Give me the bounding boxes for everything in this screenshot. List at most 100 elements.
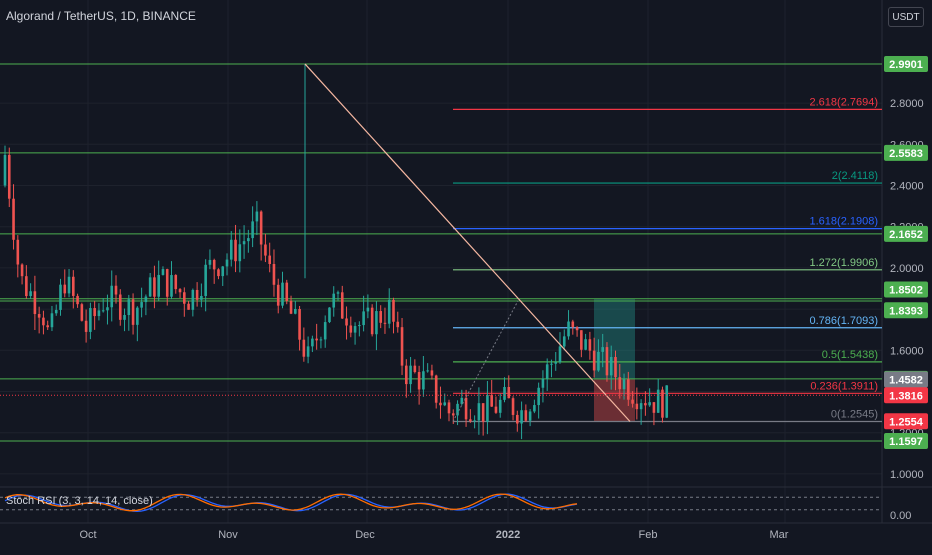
candle-body[interactable] (520, 410, 523, 424)
candle-body[interactable] (42, 317, 45, 326)
candle-body[interactable] (494, 406, 498, 413)
candle-body[interactable] (584, 339, 587, 350)
candle-body[interactable] (89, 308, 92, 332)
candle-body[interactable] (311, 338, 314, 347)
candle-body[interactable] (592, 350, 596, 371)
candle-body[interactable] (285, 282, 289, 301)
candle-body[interactable] (281, 282, 284, 306)
candle-body[interactable] (276, 284, 280, 306)
candle-body[interactable] (16, 239, 20, 265)
candle-body[interactable] (59, 284, 62, 310)
candle-body[interactable] (656, 389, 660, 413)
candle-body[interactable] (601, 347, 604, 352)
candle-body[interactable] (140, 302, 143, 308)
candle-body[interactable] (264, 244, 267, 256)
candle-body[interactable] (400, 327, 404, 366)
candle-body[interactable] (618, 377, 622, 390)
candle-body[interactable] (212, 259, 216, 270)
candle-body[interactable] (473, 420, 476, 422)
candle-body[interactable] (97, 310, 101, 317)
candle-body[interactable] (306, 346, 310, 357)
candle-body[interactable] (165, 269, 169, 297)
candle-body[interactable] (195, 289, 199, 300)
candle-body[interactable] (392, 299, 395, 322)
candle-body[interactable] (268, 255, 271, 264)
candle-body[interactable] (336, 292, 340, 294)
candle-body[interactable] (644, 403, 647, 406)
candle-body[interactable] (170, 275, 173, 297)
candle-body[interactable] (247, 238, 250, 242)
candle-body[interactable] (131, 299, 135, 325)
candle-body[interactable] (486, 394, 489, 422)
candle-body[interactable] (622, 379, 626, 390)
candle-body[interactable] (614, 356, 617, 378)
candle-body[interactable] (575, 327, 579, 331)
candle-body[interactable] (29, 291, 32, 297)
candle-body[interactable] (451, 413, 455, 416)
candle-body[interactable] (191, 289, 195, 310)
candle-body[interactable] (648, 402, 651, 406)
candle-body[interactable] (221, 266, 225, 277)
candle-body[interactable] (251, 221, 254, 239)
candle-body[interactable] (366, 307, 370, 312)
candle-body[interactable] (157, 274, 160, 297)
candle-body[interactable] (422, 371, 425, 390)
candle-body[interactable] (516, 414, 519, 424)
candle-body[interactable] (217, 269, 220, 277)
candle-body[interactable] (439, 402, 442, 406)
candle-body[interactable] (315, 338, 318, 341)
candle-body[interactable] (443, 402, 447, 406)
candle-body[interactable] (118, 294, 122, 320)
candle-body[interactable] (387, 299, 391, 324)
candle-body[interactable] (498, 399, 502, 413)
candle-body[interactable] (328, 307, 331, 323)
candle-body[interactable] (507, 387, 511, 399)
candle-body[interactable] (631, 399, 634, 404)
candle-body[interactable] (272, 263, 276, 285)
candle-body[interactable] (84, 320, 88, 332)
candle-body[interactable] (63, 284, 67, 294)
candle-body[interactable] (178, 289, 182, 293)
candle-body[interactable] (413, 365, 417, 373)
candle-body[interactable] (580, 330, 583, 350)
candle-body[interactable] (123, 315, 126, 320)
candle-body[interactable] (127, 299, 131, 316)
candle-body[interactable] (464, 397, 468, 420)
candle-body[interactable] (46, 325, 49, 328)
candle-body[interactable] (558, 346, 562, 363)
candle-body[interactable] (362, 311, 365, 326)
candle-body[interactable] (541, 378, 545, 388)
candle-body[interactable] (370, 307, 374, 335)
candle-body[interactable] (298, 309, 301, 340)
candle-body[interactable] (225, 259, 229, 267)
descending-trendline[interactable] (304, 63, 631, 422)
candle-body[interactable] (114, 285, 118, 295)
candle-body[interactable] (294, 309, 297, 314)
candle-body[interactable] (174, 275, 178, 290)
candle-body[interactable] (208, 259, 212, 265)
candle-body[interactable] (229, 239, 233, 260)
candle-body[interactable] (524, 410, 528, 421)
candle-body[interactable] (20, 264, 24, 277)
candle-body[interactable] (545, 364, 549, 379)
candle-body[interactable] (332, 293, 336, 308)
currency-button[interactable]: USDT (888, 7, 924, 27)
candle-body[interactable] (635, 403, 639, 410)
candle-body[interactable] (67, 276, 71, 294)
candle-body[interactable] (54, 309, 58, 314)
candle-body[interactable] (456, 403, 459, 416)
candle-body[interactable] (238, 244, 242, 262)
candle-body[interactable] (375, 311, 378, 335)
candle-body[interactable] (148, 277, 152, 297)
candle-body[interactable] (383, 322, 387, 324)
candle-body[interactable] (447, 402, 451, 414)
candle-body[interactable] (242, 241, 246, 245)
candle-body[interactable] (417, 372, 421, 390)
candle-body[interactable] (204, 264, 207, 296)
candle-body[interactable] (345, 318, 348, 326)
candle-body[interactable] (409, 365, 412, 385)
candle-body[interactable] (379, 311, 382, 323)
candle-body[interactable] (490, 394, 493, 407)
